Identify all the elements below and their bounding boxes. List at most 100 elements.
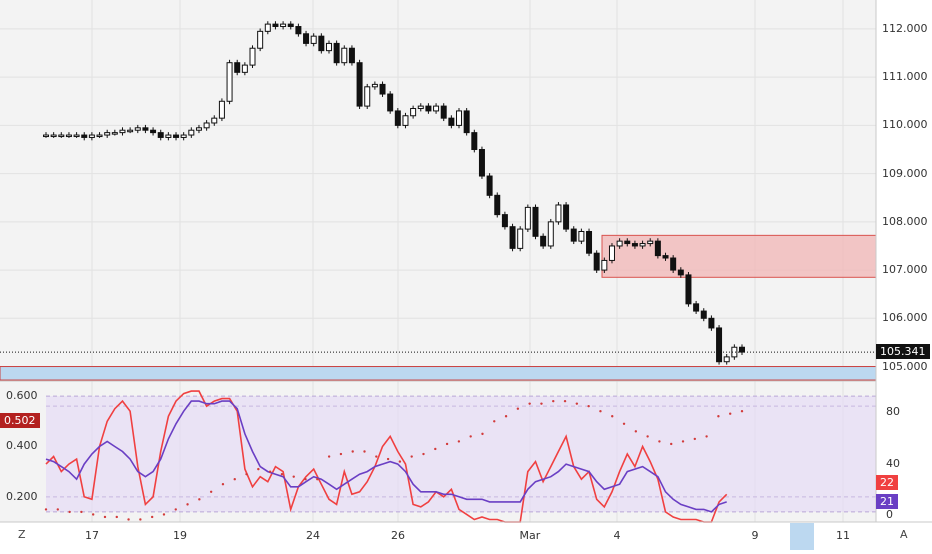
candle-body [348, 47, 355, 64]
candle-body [257, 30, 264, 49]
candle-body [188, 129, 195, 136]
oscillator-red-badge: 22 [876, 475, 898, 490]
candle-body [195, 127, 202, 131]
time-tick-label: 9 [751, 529, 759, 542]
candle-body [287, 23, 294, 28]
candle-body [433, 105, 440, 112]
parabolic-dot [268, 470, 272, 473]
candle-body [677, 269, 684, 276]
parabolic-dot [316, 477, 319, 481]
parabolic-dot [339, 452, 343, 456]
candle-body [708, 317, 715, 329]
candle-body [410, 108, 417, 117]
corner-left-label[interactable]: Z [18, 528, 26, 541]
time-tick-label: 26 [391, 529, 405, 542]
parabolic-dot [658, 440, 661, 443]
parabolic-dot [221, 483, 225, 486]
oscillator-left-tick: 0.200 [6, 489, 38, 503]
parabolic-dot [611, 415, 614, 418]
candle-body [616, 240, 623, 247]
candle-body [96, 134, 103, 138]
candle-body [280, 23, 287, 28]
candle-body [547, 221, 554, 247]
candle-body [417, 105, 424, 110]
candle-body [88, 134, 95, 138]
parabolic-dot [351, 450, 354, 453]
parabolic-dot [563, 399, 567, 403]
candle-body [272, 23, 279, 28]
candle-body [73, 134, 80, 138]
candle-body [379, 83, 386, 95]
candle-body [570, 228, 577, 242]
demand-zone [0, 366, 877, 381]
parabolic-dot [198, 498, 201, 501]
time-tick-label: 11 [836, 529, 850, 542]
candle-body [249, 47, 256, 66]
candle-body [218, 100, 225, 119]
candle-body [578, 230, 585, 242]
parabolic-dot [528, 402, 531, 405]
candle-body [716, 327, 723, 363]
parabolic-dot [469, 435, 472, 438]
parabolic-dot [693, 437, 697, 441]
parabolic-dot [646, 435, 649, 438]
parabolic-dot [386, 457, 390, 461]
parabolic-dot [233, 477, 236, 481]
candle-body [509, 226, 516, 249]
candle-body [540, 235, 547, 247]
price-tick-label: 109.000 [882, 166, 928, 180]
candle-body [364, 86, 371, 107]
parabolic-dot [717, 415, 720, 418]
oscillator-layer [44, 390, 876, 523]
parabolic-dot [681, 440, 685, 443]
time-tick-label: 17 [85, 529, 99, 542]
candle-body [318, 35, 325, 52]
red-oscillator-line [45, 390, 728, 523]
oscillator-purple-badge: 21 [876, 494, 898, 509]
candle-body [478, 149, 485, 177]
price-tick-label: 108.000 [882, 214, 928, 228]
candle-body [608, 245, 615, 261]
purple-oscillator-line [45, 400, 727, 513]
candle-body [104, 132, 111, 136]
parabolic-dot [56, 508, 59, 511]
parabolic-dot [540, 402, 543, 405]
parabolic-dot [363, 450, 366, 453]
candle-body [494, 194, 501, 216]
parabolic-dot [327, 455, 331, 458]
candle-body [517, 228, 524, 249]
candle-body [486, 175, 493, 196]
candle-body [50, 134, 57, 138]
candle-body [127, 129, 134, 133]
candle-body [333, 42, 340, 64]
oscillator-left-tick: 0.400 [6, 439, 38, 453]
parabolic-dot [493, 420, 496, 423]
parabolic-dot [410, 455, 413, 458]
corner-right-label[interactable]: A [900, 528, 908, 541]
parabolic-dot [44, 508, 48, 511]
time-tick-label: 19 [173, 529, 187, 542]
price-tick-label: 110.000 [882, 118, 928, 132]
parabolic-dot [91, 513, 95, 516]
candle-body [662, 255, 669, 259]
parabolic-dot [139, 518, 142, 521]
parabolic-dot [729, 412, 732, 415]
parabolic-dot [587, 404, 590, 408]
parabolic-dot [398, 460, 402, 463]
candle-body [456, 110, 463, 126]
parabolic-dot [504, 415, 508, 418]
candle-body [501, 214, 508, 228]
candle-body [241, 64, 248, 73]
price-tick-label: 106.000 [882, 311, 928, 325]
parabolic-dot [209, 490, 213, 493]
price-tick-label: 111.000 [882, 70, 928, 84]
candle-body [356, 62, 363, 107]
supply-zone [601, 234, 877, 278]
price-tick-label: 105.000 [882, 359, 928, 373]
candle-body [440, 105, 447, 119]
candle-body [586, 230, 593, 254]
candle-body [203, 122, 210, 129]
candle-body [142, 127, 149, 131]
